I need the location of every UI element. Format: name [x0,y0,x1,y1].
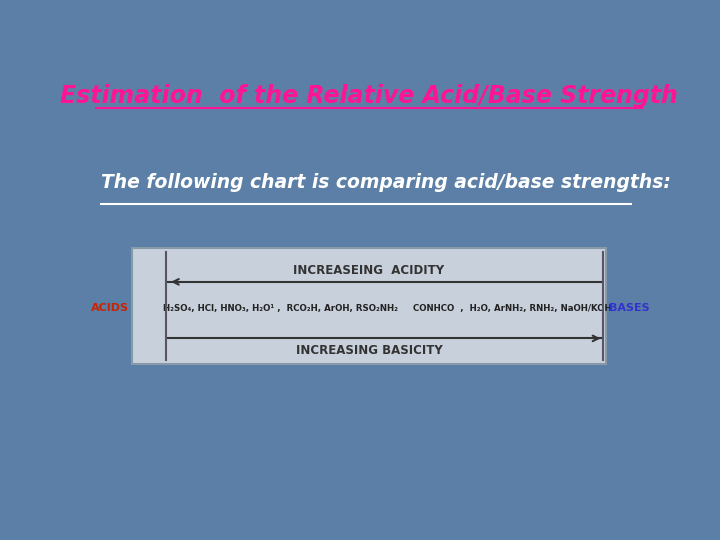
Text: ACIDS: ACIDS [91,303,129,313]
Text: BASES: BASES [609,303,649,313]
Text: H₂SO₄, HCl, HNO₃, H₂O¹ ,  RCO₂H, ArOH, RSO₂NH₂     CONHCO  ,  H₂O, ArNH₂, RNH₂, : H₂SO₄, HCl, HNO₃, H₂O¹ , RCO₂H, ArOH, RS… [163,303,611,313]
Text: Estimation  of the Relative Acid/Base Strength: Estimation of the Relative Acid/Base Str… [60,84,678,107]
Text: The following chart is comparing acid/base strengths:: The following chart is comparing acid/ba… [101,173,671,192]
FancyBboxPatch shape [132,248,606,364]
Text: INCREASEING  ACIDITY: INCREASEING ACIDITY [294,264,444,276]
Text: INCREASING BASICITY: INCREASING BASICITY [296,344,442,357]
